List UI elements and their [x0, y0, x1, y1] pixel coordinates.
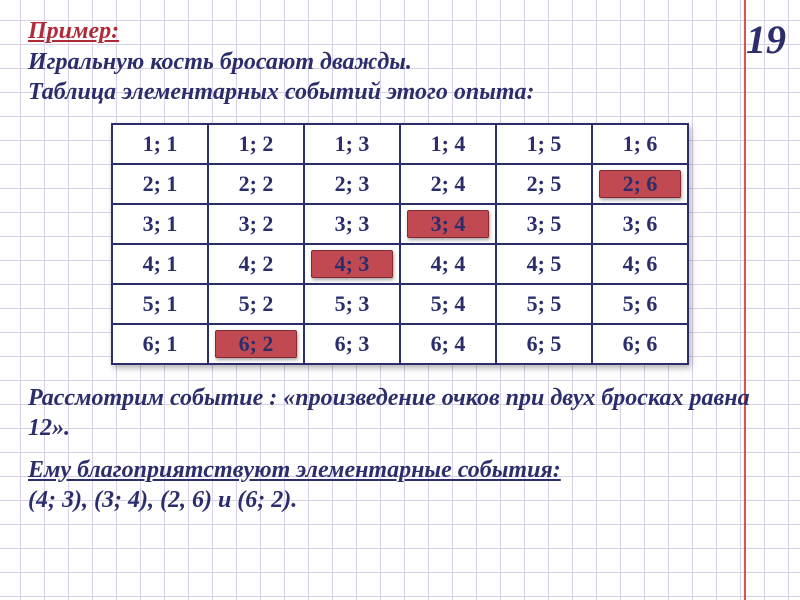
table-cell: 4; 4 [400, 244, 496, 284]
table-cell: 4; 6 [592, 244, 688, 284]
cell-value: 5; 4 [431, 291, 466, 316]
slide-content: Пример: Игральную кость бросают дважды. … [0, 0, 800, 515]
table-cell: 2; 6 [592, 164, 688, 204]
cell-value: 4; 2 [239, 251, 274, 276]
table-cell: 1; 6 [592, 124, 688, 164]
cell-value: 2; 6 [623, 171, 658, 196]
description-line-2: Таблица элементарных событий этого опыта… [28, 79, 535, 105]
table-cell: 3; 1 [112, 204, 208, 244]
table-cell: 2; 4 [400, 164, 496, 204]
table-cell: 1; 3 [304, 124, 400, 164]
cell-value: 4; 5 [527, 251, 562, 276]
table-cell: 1; 1 [112, 124, 208, 164]
cell-value: 2; 4 [431, 171, 466, 196]
table-cell: 5; 4 [400, 284, 496, 324]
cell-value: 4; 3 [335, 251, 370, 276]
table-cell: 6; 5 [496, 324, 592, 364]
table-cell: 6; 6 [592, 324, 688, 364]
table-cell: 1; 5 [496, 124, 592, 164]
cell-value: 1; 1 [143, 131, 178, 156]
table-row: 3; 1 3; 2 3; 3 3; 4 3; 5 3; 6 [112, 204, 688, 244]
table-cell: 4; 2 [208, 244, 304, 284]
cell-value: 2; 1 [143, 171, 178, 196]
table-row: 1; 1 1; 2 1; 3 1; 4 1; 5 1; 6 [112, 124, 688, 164]
favorable-list: (4; 3), (3; 4), (2, 6) и (6; 2). [28, 485, 772, 515]
cell-value: 6; 3 [335, 331, 370, 356]
table-cell: 3; 3 [304, 204, 400, 244]
table-row: 6; 1 6; 2 6; 3 6; 4 6; 5 6; 6 [112, 324, 688, 364]
table-cell: 2; 5 [496, 164, 592, 204]
cell-value: 1; 2 [239, 131, 274, 156]
cell-value: 6; 2 [239, 331, 274, 356]
table-cell: 2; 2 [208, 164, 304, 204]
table-cell: 6; 2 [208, 324, 304, 364]
cell-value: 1; 6 [623, 131, 658, 156]
table-cell: 3; 6 [592, 204, 688, 244]
cell-value: 6; 4 [431, 331, 466, 356]
cell-value: 4; 4 [431, 251, 466, 276]
table-cell: 5; 1 [112, 284, 208, 324]
table-cell: 1; 2 [208, 124, 304, 164]
example-description: Игральную кость бросают дважды. Таблица … [28, 47, 588, 107]
cell-value: 3; 5 [527, 211, 562, 236]
table-cell: 4; 1 [112, 244, 208, 284]
cell-value: 4; 6 [623, 251, 658, 276]
cell-value: 3; 3 [335, 211, 370, 236]
table-row: 5; 1 5; 2 5; 3 5; 4 5; 5 5; 6 [112, 284, 688, 324]
outcomes-table: 1; 1 1; 2 1; 3 1; 4 1; 5 1; 6 2; 1 2; 2 2; 3 2; 4… [111, 123, 689, 365]
cell-value: 2; 2 [239, 171, 274, 196]
cell-value: 5; 3 [335, 291, 370, 316]
event-text: Рассмотрим событие : «произведение очков… [28, 383, 772, 443]
table-cell: 3; 5 [496, 204, 592, 244]
cell-value: 3; 6 [623, 211, 658, 236]
cell-value: 6; 6 [623, 331, 658, 356]
cell-value: 3; 1 [143, 211, 178, 236]
cell-value: 3; 2 [239, 211, 274, 236]
cell-value: 2; 5 [527, 171, 562, 196]
table-cell: 2; 1 [112, 164, 208, 204]
table-cell: 6; 4 [400, 324, 496, 364]
cell-value: 6; 5 [527, 331, 562, 356]
cell-value: 3; 4 [431, 211, 466, 236]
cell-value: 6; 1 [143, 331, 178, 356]
table-cell: 6; 3 [304, 324, 400, 364]
table-row: 2; 1 2; 2 2; 3 2; 4 2; 5 2; 6 [112, 164, 688, 204]
cell-value: 4; 1 [143, 251, 178, 276]
table-cell: 4; 3 [304, 244, 400, 284]
cell-value: 2; 3 [335, 171, 370, 196]
table-cell: 4; 5 [496, 244, 592, 284]
cell-value: 1; 3 [335, 131, 370, 156]
description-line-1: Игральную кость бросают дважды. [28, 49, 412, 75]
cell-value: 5; 2 [239, 291, 274, 316]
cell-value: 1; 4 [431, 131, 466, 156]
example-title: Пример: [28, 18, 772, 45]
table-cell: 3; 2 [208, 204, 304, 244]
table-cell: 1; 4 [400, 124, 496, 164]
table-cell: 3; 4 [400, 204, 496, 244]
cell-value: 1; 5 [527, 131, 562, 156]
table-cell: 5; 6 [592, 284, 688, 324]
cell-value: 5; 6 [623, 291, 658, 316]
table-cell: 5; 2 [208, 284, 304, 324]
cell-value: 5; 1 [143, 291, 178, 316]
table-cell: 5; 5 [496, 284, 592, 324]
table-row: 4; 1 4; 2 4; 3 4; 4 4; 5 4; 6 [112, 244, 688, 284]
table-cell: 6; 1 [112, 324, 208, 364]
favorable-title: Ему благоприятствуют элементарные событи… [28, 455, 772, 485]
table-cell: 5; 3 [304, 284, 400, 324]
table-cell: 2; 3 [304, 164, 400, 204]
cell-value: 5; 5 [527, 291, 562, 316]
